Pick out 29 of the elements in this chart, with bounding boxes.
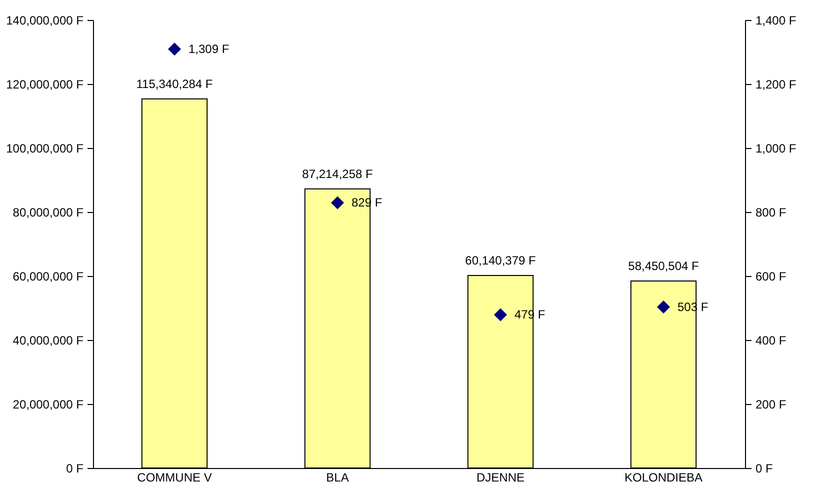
point bbox=[656, 300, 670, 314]
y2-tick-label: 600 F bbox=[756, 270, 786, 284]
y-tick-label: 140,000,000 F bbox=[6, 14, 84, 28]
x-tick-label: COMMUNE V bbox=[137, 470, 212, 484]
point bbox=[168, 42, 182, 56]
y-tick-label: 40,000,000 F bbox=[12, 334, 84, 348]
x-tick-label: DJENNE bbox=[476, 470, 525, 484]
y-tick-label: 60,000,000 F bbox=[12, 270, 84, 284]
y2-tick-label: 1,200 F bbox=[756, 78, 796, 92]
y2-tick-label: 200 F bbox=[756, 398, 786, 412]
y-tick-label: 100,000,000 F bbox=[6, 142, 84, 156]
data-label: 87,214,258 F bbox=[302, 166, 373, 181]
x-tick-label: KOLONDIEBA bbox=[624, 470, 703, 484]
y-tick-label: 20,000,000 F bbox=[12, 398, 84, 412]
y-tick-label: 80,000,000 F bbox=[12, 206, 84, 220]
point bbox=[494, 308, 508, 322]
y-tick-label: 0 F bbox=[66, 462, 84, 476]
y2-tick-label: 800 F bbox=[756, 206, 786, 220]
y2-tick-label: 0 F bbox=[756, 462, 773, 476]
y2-tick-label: 1,400 F bbox=[756, 14, 796, 28]
x-tick-label: BLA bbox=[326, 470, 349, 484]
data-label: 60,140,379 F bbox=[465, 254, 536, 268]
y-tick-label: 120,000,000 F bbox=[6, 78, 84, 92]
point bbox=[330, 196, 344, 210]
data-label: 58,450,504 F bbox=[628, 258, 699, 273]
y2-tick-label: 400 F bbox=[756, 334, 786, 348]
data-label: 115,340,284 F bbox=[136, 76, 213, 91]
y2-tick-label: 1,000 F bbox=[756, 142, 796, 156]
data-label: 1,309 F bbox=[188, 42, 230, 56]
